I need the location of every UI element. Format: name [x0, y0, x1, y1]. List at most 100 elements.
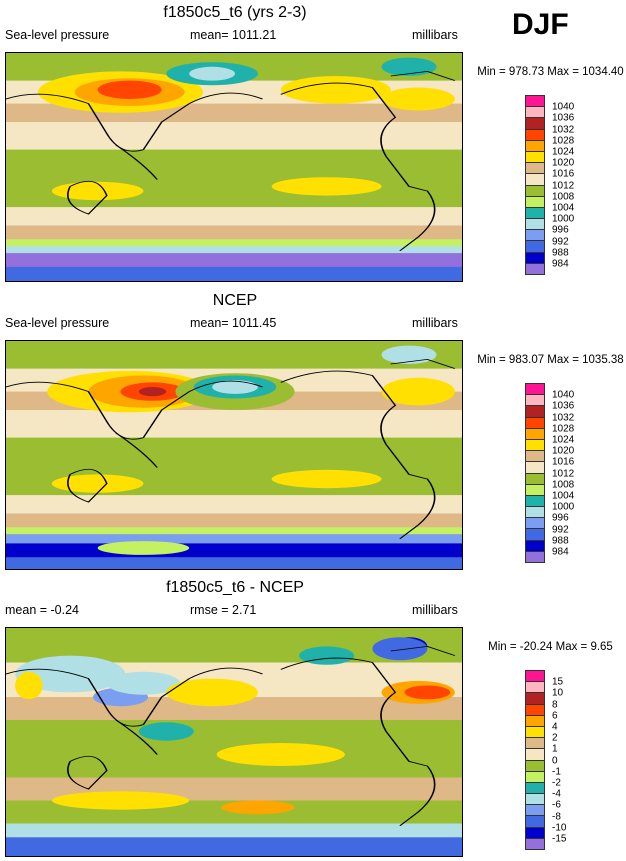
legend-level-label: 10 — [552, 687, 564, 699]
legend-level-label: 1020 — [552, 445, 575, 457]
legend-level-label: 984 — [552, 258, 569, 270]
legend-level-label: -2 — [552, 777, 561, 789]
panel-left-label: mean = -0.24 — [5, 603, 80, 617]
legend-level-label: 1000 — [552, 501, 575, 513]
sea-level-pressure-map — [5, 340, 463, 570]
legend-level-label: -4 — [552, 788, 561, 800]
panel-left-label: Sea-level pressure — [5, 316, 110, 330]
contour-band — [6, 543, 462, 559]
contour-region — [271, 177, 382, 196]
contour-region — [138, 387, 167, 397]
panel-title: f1850c5_t6 (yrs 2-3) — [163, 4, 307, 21]
contour-region — [106, 671, 181, 695]
legend-level-label: 1004 — [552, 490, 575, 502]
panel-title: f1850c5_t6 - NCEP — [166, 579, 304, 596]
panel-title: NCEP — [212, 292, 258, 309]
legend-level-label: 996 — [552, 224, 569, 236]
legend-level-label: -10 — [552, 822, 567, 834]
legend-level-label: 1032 — [552, 412, 575, 424]
sea-level-pressure-map — [5, 52, 463, 282]
contour-band — [6, 557, 462, 569]
legend-level-label: -15 — [552, 833, 567, 845]
contour-region — [372, 637, 428, 661]
legend-level-label: 1008 — [552, 479, 575, 491]
legend-level-label: 1032 — [552, 124, 575, 136]
legend-level-label: 984 — [552, 546, 569, 558]
sea-level-pressure-map — [5, 627, 463, 857]
color-legend — [525, 95, 545, 275]
panel-units-label: millibars — [412, 316, 458, 330]
panel-left-label: Sea-level pressure — [5, 28, 110, 42]
contour-band — [6, 495, 462, 515]
legend-swatch — [525, 262, 545, 275]
contour-region — [51, 181, 144, 201]
contour-band — [6, 837, 462, 856]
contour-region — [51, 791, 190, 810]
min-max-label: Min = 978.73 Max = 1034.40 — [477, 66, 624, 78]
legend-level-label: 996 — [552, 512, 569, 524]
contour-band — [6, 225, 462, 241]
contour-region — [189, 66, 235, 81]
contour-region — [166, 678, 258, 707]
coastline — [6, 645, 456, 827]
legend-level-label: 1008 — [552, 191, 575, 203]
panel-center-label: mean= 1011.45 — [190, 316, 277, 330]
contour-region — [15, 671, 43, 700]
legend-level-label: 8 — [552, 699, 558, 711]
coastline — [6, 70, 456, 252]
legend-level-label: 1040 — [552, 101, 575, 113]
legend-level-label: 1012 — [552, 180, 575, 192]
legend-level-label: 1020 — [552, 157, 575, 169]
legend-level-label: 992 — [552, 524, 569, 536]
contour-band — [6, 513, 462, 529]
panel-center-label: mean= 1011.21 — [190, 28, 277, 42]
legend-level-label: 4 — [552, 721, 558, 733]
legend-level-label: 6 — [552, 710, 558, 722]
legend-level-label: 0 — [552, 755, 558, 767]
contour-region — [381, 57, 437, 76]
contour-region — [51, 474, 144, 493]
legend-level-label: 2 — [552, 732, 558, 744]
coastline — [6, 358, 456, 540]
legend-level-label: 1024 — [552, 146, 575, 158]
color-legend — [525, 383, 545, 563]
legend-level-label: 992 — [552, 236, 569, 248]
season-label: DJF — [512, 8, 569, 41]
legend-level-label: -6 — [552, 799, 561, 811]
color-legend — [525, 670, 545, 850]
legend-level-label: -8 — [552, 811, 561, 823]
contour-region — [97, 541, 190, 555]
contour-region — [381, 87, 455, 111]
contour-band — [6, 823, 462, 839]
legend-level-label: 988 — [552, 535, 569, 547]
contour-region — [299, 646, 355, 665]
legend-level-label: 1004 — [552, 202, 575, 214]
contour-band — [6, 534, 462, 545]
contour-region — [280, 76, 391, 104]
legend-level-label: 15 — [552, 676, 564, 688]
contour-band — [6, 149, 462, 209]
legend-swatch — [525, 837, 545, 850]
legend-level-label: 1036 — [552, 112, 575, 124]
panel-units-label: millibars — [412, 28, 458, 42]
legend-swatch — [525, 550, 545, 563]
legend-level-label: 1036 — [552, 400, 575, 412]
contour-band — [6, 410, 462, 439]
contour-region — [15, 655, 126, 693]
contour-region — [216, 743, 345, 766]
legend-level-label: 1000 — [552, 213, 575, 225]
legend-level-label: 1024 — [552, 434, 575, 446]
contour-region — [381, 345, 437, 364]
legend-level-label: 1012 — [552, 468, 575, 480]
legend-level-label: 1040 — [552, 389, 575, 401]
contour-band — [6, 266, 462, 281]
min-max-label: Min = -20.24 Max = 9.65 — [488, 641, 613, 653]
min-max-label: Min = 983.07 Max = 1035.38 — [477, 354, 624, 366]
panel-units-label: millibars — [412, 603, 458, 617]
legend-level-label: 988 — [552, 247, 569, 259]
legend-level-label: 1028 — [552, 135, 575, 147]
contour-region — [404, 685, 451, 700]
contour-band — [6, 253, 462, 269]
contour-region — [271, 469, 382, 489]
legend-level-label: -1 — [552, 766, 561, 778]
